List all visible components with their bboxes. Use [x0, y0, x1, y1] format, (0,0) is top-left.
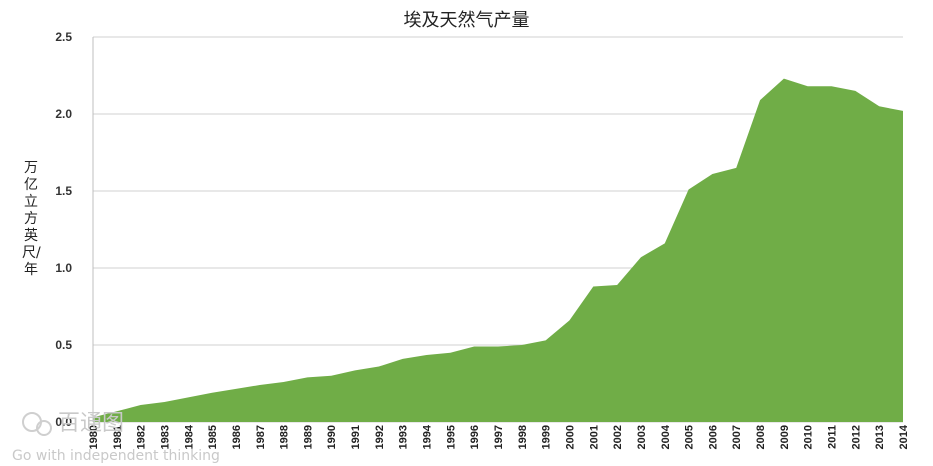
x-tick-label: 1996: [469, 425, 481, 449]
x-tick-label: 2004: [660, 424, 672, 449]
x-tick-label: 2011: [827, 425, 839, 449]
x-tick-label: 1998: [517, 425, 529, 449]
y-tick-label: 2.5: [55, 30, 72, 44]
x-tick-label: 1981: [112, 425, 124, 449]
x-tick-label: 1983: [159, 425, 171, 449]
x-tick-label: 2013: [874, 425, 886, 449]
x-tick-label: 2009: [779, 425, 791, 449]
x-tick-label: 1984: [183, 424, 195, 449]
x-tick-label: 2014: [898, 424, 910, 449]
x-tick-label: 2001: [588, 425, 600, 449]
x-tick-label: 1989: [302, 425, 314, 449]
y-axis-label: 万亿立方英尺/年: [22, 160, 41, 278]
y-tick-label: 2.0: [55, 107, 72, 121]
y-tick-label: 1.0: [55, 261, 72, 275]
x-tick-label: 1980: [88, 425, 100, 449]
x-tick-label: 1982: [136, 425, 148, 449]
x-tick-label: 2005: [684, 425, 696, 449]
area-series-path: [93, 78, 903, 422]
x-tick-label: 1990: [326, 425, 338, 449]
y-tick-label: 1.5: [55, 184, 72, 198]
x-tick-label: 1988: [279, 425, 291, 449]
x-tick-label: 2000: [564, 425, 576, 449]
x-tick-label: 2003: [636, 425, 648, 449]
x-tick-label: 1986: [231, 425, 243, 449]
x-tick-label: 2002: [612, 425, 624, 449]
x-tick-label: 1991: [350, 425, 362, 449]
wechat-icon: [22, 412, 42, 432]
chart-title: 埃及天然气产量: [403, 10, 530, 31]
area-series: [93, 78, 903, 422]
x-tick-label: 1995: [445, 425, 457, 449]
x-tick-labels: 1980 1981 1982 1983 1984 1985 1986 1987 1988 1989…: [88, 424, 910, 449]
x-tick-label: 1987: [255, 425, 267, 449]
x-tick-label: 2008: [755, 425, 767, 449]
x-tick-label: 1999: [541, 425, 553, 449]
x-tick-label: 2006: [707, 425, 719, 449]
watermark: 百通图 Go with independent thinking: [12, 411, 220, 464]
x-tick-label: 1993: [398, 425, 410, 449]
x-tick-label: 1985: [207, 425, 219, 449]
watermark-slogan: Go with independent thinking: [12, 448, 220, 464]
x-tick-label: 2010: [803, 425, 815, 449]
y-tick-label: 0.0: [55, 415, 72, 429]
y-tick-label: 0.5: [55, 338, 72, 352]
watermark-brand: 百通图: [58, 411, 124, 436]
x-tick-label: 2007: [731, 425, 743, 449]
x-tick-label: 1992: [374, 425, 386, 449]
x-tick-label: 1994: [422, 424, 434, 449]
x-tick-label: 2012: [850, 425, 862, 449]
wechat-icon-bubble: [36, 420, 52, 436]
y-tick-labels: 0.0 0.5 1.0 1.5 2.0 2.5: [55, 30, 72, 429]
x-tick-label: 1997: [493, 425, 505, 449]
